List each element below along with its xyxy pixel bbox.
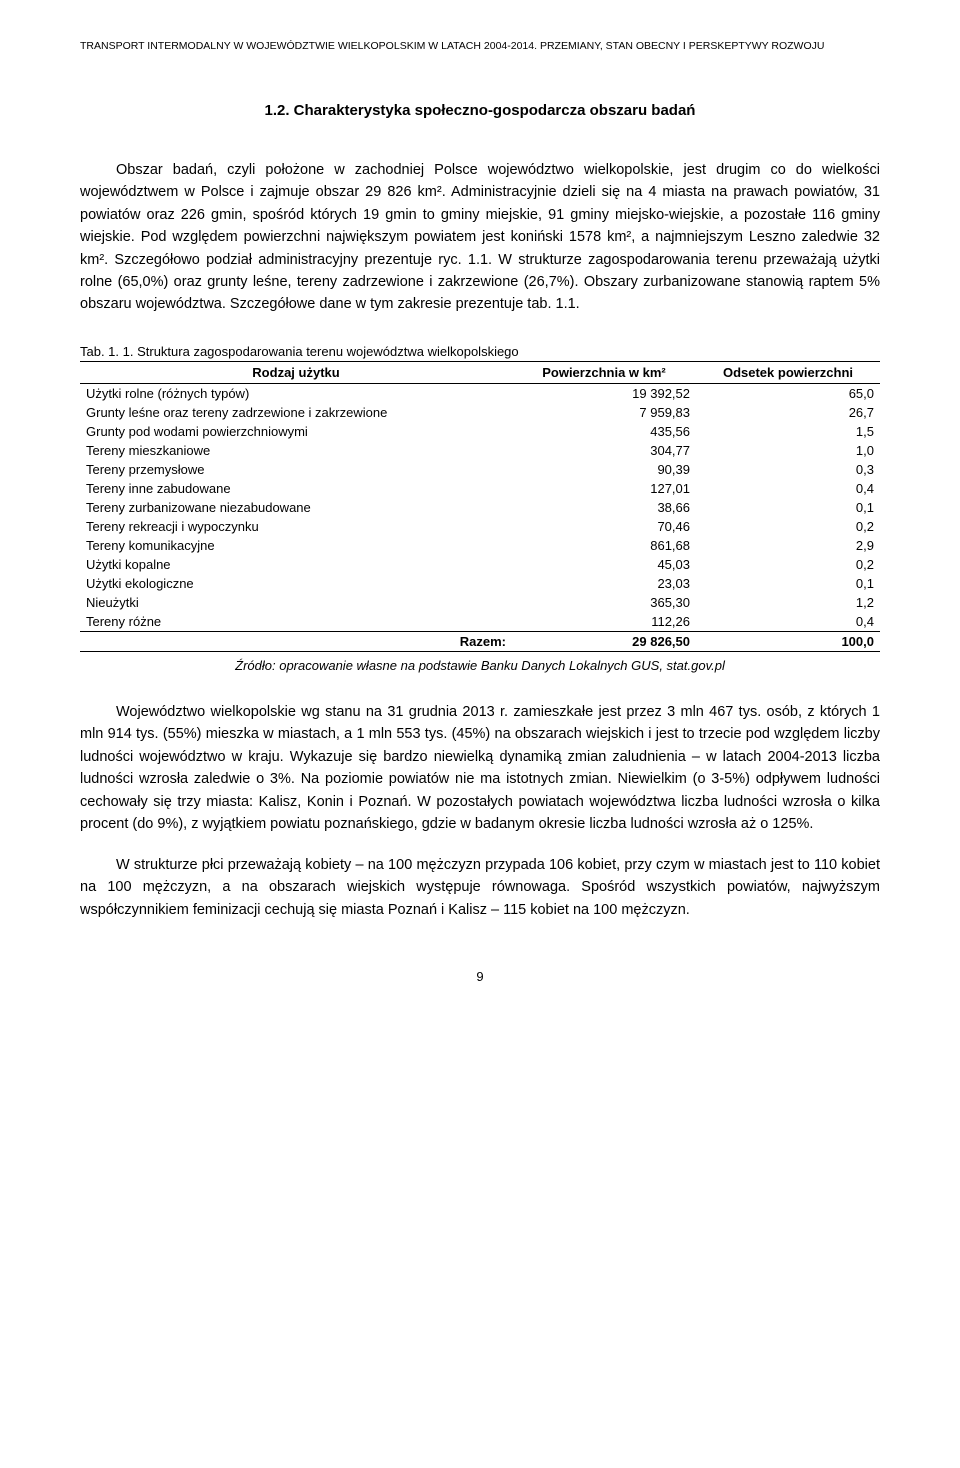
table-total-row: Razem: 29 826,50 100,0 [80, 631, 880, 651]
table-row: Tereny komunikacyjne861,682,9 [80, 536, 880, 555]
table-row: Użytki rolne (różnych typów)19 392,5265,… [80, 383, 880, 403]
table-cell-pct: 0,1 [696, 574, 880, 593]
landuse-table: Rodzaj użytku Powierzchnia w km² Odsetek… [80, 361, 880, 652]
paragraph-3: W strukturze płci przeważają kobiety – n… [80, 854, 880, 921]
table-cell-pct: 2,9 [696, 536, 880, 555]
table-cell-pct: 0,4 [696, 612, 880, 632]
section-heading: 1.2. Charakterystyka społeczno-gospodarc… [80, 102, 880, 119]
table-row: Tereny inne zabudowane127,010,4 [80, 479, 880, 498]
table-row: Użytki ekologiczne23,030,1 [80, 574, 880, 593]
page-number: 9 [80, 969, 880, 984]
table-cell-pct: 0,3 [696, 460, 880, 479]
table-cell-pct: 0,1 [696, 498, 880, 517]
table-cell-area: 38,66 [512, 498, 696, 517]
table-total-label: Razem: [80, 631, 512, 651]
table-row: Użytki kopalne45,030,2 [80, 555, 880, 574]
table-cell-area: 90,39 [512, 460, 696, 479]
table-cell-pct: 0,2 [696, 555, 880, 574]
paragraph-2: Województwo wielkopolskie wg stanu na 31… [80, 701, 880, 836]
running-header: TRANSPORT INTERMODALNY W WOJEWÓDZTWIE WI… [80, 40, 880, 54]
table-cell-pct: 1,0 [696, 441, 880, 460]
table-cell-type: Użytki rolne (różnych typów) [80, 383, 512, 403]
table-cell-type: Tereny rekreacji i wypoczynku [80, 517, 512, 536]
table-cell-type: Użytki kopalne [80, 555, 512, 574]
table-row: Nieużytki365,301,2 [80, 593, 880, 612]
table-body: Użytki rolne (różnych typów)19 392,5265,… [80, 383, 880, 631]
table-cell-area: 7 959,83 [512, 403, 696, 422]
table-cell-type: Tereny różne [80, 612, 512, 632]
paragraph-1: Obszar badań, czyli położone w zachodnie… [80, 159, 880, 316]
table-cell-type: Grunty leśne oraz tereny zadrzewione i z… [80, 403, 512, 422]
table-col-header-pct: Odsetek powierzchni [696, 361, 880, 383]
table-row: Grunty leśne oraz tereny zadrzewione i z… [80, 403, 880, 422]
table-header: Rodzaj użytku Powierzchnia w km² Odsetek… [80, 361, 880, 383]
table-cell-type: Tereny komunikacyjne [80, 536, 512, 555]
table-row: Tereny różne112,260,4 [80, 612, 880, 632]
table-cell-area: 435,56 [512, 422, 696, 441]
table-row: Tereny przemysłowe90,390,3 [80, 460, 880, 479]
table-cell-pct: 1,2 [696, 593, 880, 612]
table-row: Grunty pod wodami powierzchniowymi435,56… [80, 422, 880, 441]
table-row: Tereny mieszkaniowe304,771,0 [80, 441, 880, 460]
table-cell-type: Nieużytki [80, 593, 512, 612]
table-cell-pct: 1,5 [696, 422, 880, 441]
table-col-header-type: Rodzaj użytku [80, 361, 512, 383]
table-row: Tereny zurbanizowane niezabudowane38,660… [80, 498, 880, 517]
table-cell-area: 112,26 [512, 612, 696, 632]
table-cell-area: 861,68 [512, 536, 696, 555]
table-source: Źródło: opracowanie własne na podstawie … [80, 658, 880, 673]
table-cell-type: Tereny mieszkaniowe [80, 441, 512, 460]
table-cell-pct: 65,0 [696, 383, 880, 403]
table-total-area: 29 826,50 [512, 631, 696, 651]
table-cell-area: 23,03 [512, 574, 696, 593]
table-total-pct: 100,0 [696, 631, 880, 651]
table-cell-area: 304,77 [512, 441, 696, 460]
table-cell-area: 127,01 [512, 479, 696, 498]
table-cell-type: Użytki ekologiczne [80, 574, 512, 593]
page-container: TRANSPORT INTERMODALNY W WOJEWÓDZTWIE WI… [0, 0, 960, 1044]
table-cell-pct: 0,4 [696, 479, 880, 498]
table-cell-type: Tereny przemysłowe [80, 460, 512, 479]
table-row: Tereny rekreacji i wypoczynku70,460,2 [80, 517, 880, 536]
table-cell-pct: 26,7 [696, 403, 880, 422]
table-cell-type: Grunty pod wodami powierzchniowymi [80, 422, 512, 441]
table-cell-pct: 0,2 [696, 517, 880, 536]
table-cell-area: 19 392,52 [512, 383, 696, 403]
table-cell-type: Tereny inne zabudowane [80, 479, 512, 498]
table-cell-area: 70,46 [512, 517, 696, 536]
table-col-header-area: Powierzchnia w km² [512, 361, 696, 383]
table-caption: Tab. 1. 1. Struktura zagospodarowania te… [80, 344, 880, 359]
table-cell-type: Tereny zurbanizowane niezabudowane [80, 498, 512, 517]
table-cell-area: 45,03 [512, 555, 696, 574]
table-cell-area: 365,30 [512, 593, 696, 612]
